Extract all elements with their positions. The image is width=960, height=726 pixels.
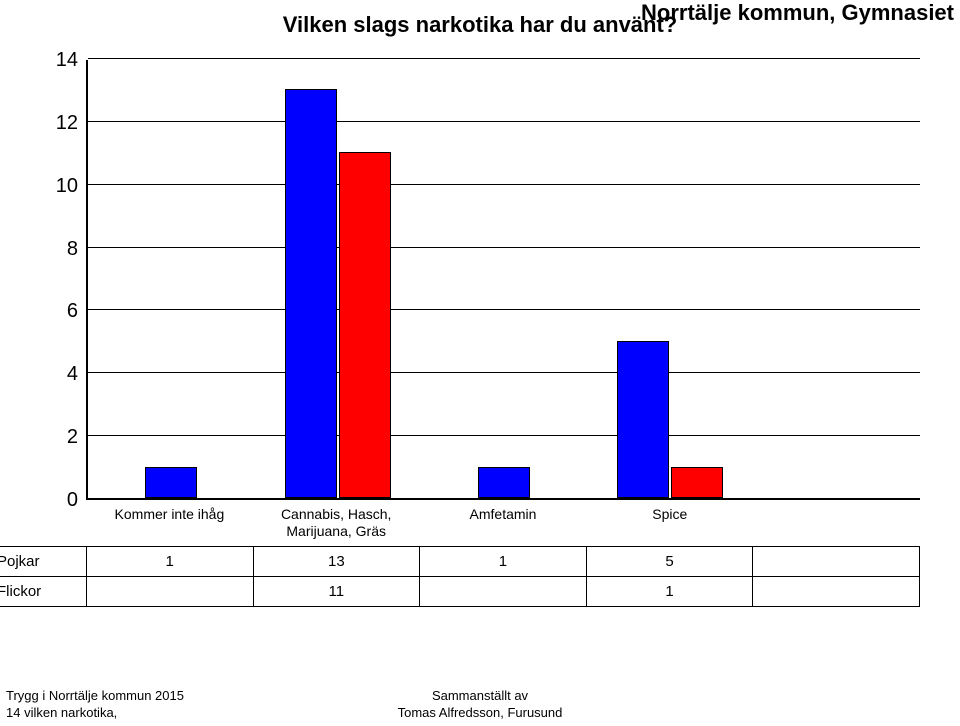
- plot-row: 14121086420: [40, 60, 920, 500]
- data-table: Pojkar11315Flickor111: [0, 546, 920, 607]
- bar-group: [587, 60, 753, 498]
- y-axis: 14121086420: [40, 60, 86, 500]
- bar-group: [754, 60, 920, 498]
- x-label: Spice: [586, 500, 753, 546]
- x-label: Kommer inte ihåg: [86, 500, 253, 546]
- legend-cell: Pojkar: [0, 546, 86, 576]
- bar: [617, 341, 669, 498]
- footer-center-line1: Sammanställt av: [0, 688, 960, 705]
- table-cell: 1: [586, 576, 753, 606]
- legend-cell: Flickor: [0, 576, 86, 606]
- chart: 14121086420 Kommer inte ihågCannabis, Ha…: [40, 60, 920, 607]
- table-cell: 13: [253, 546, 420, 576]
- bar: [671, 467, 723, 498]
- bar-group: [254, 60, 420, 498]
- table-cell: 1: [86, 546, 253, 576]
- table-row: Pojkar11315: [0, 546, 920, 576]
- table-cell: 1: [420, 546, 587, 576]
- table-cell: 5: [586, 546, 753, 576]
- x-label: Cannabis, Hasch,Marijuana, Gräs: [253, 500, 420, 546]
- footer-center-line2: Tomas Alfredsson, Furusund: [0, 705, 960, 722]
- page: Norrtälje kommun, Gymnasiet Vilken slags…: [0, 0, 960, 726]
- bar-group: [421, 60, 587, 498]
- grid-line: [88, 58, 920, 59]
- bar-groups: [88, 60, 920, 498]
- table-cell: [753, 546, 920, 576]
- bar-group: [88, 60, 254, 498]
- x-cells: Kommer inte ihågCannabis, Hasch,Marijuan…: [86, 500, 920, 546]
- footer-center: Sammanställt av Tomas Alfredsson, Furusu…: [0, 688, 960, 722]
- table-cell: [420, 576, 587, 606]
- legend-label: Flickor: [0, 583, 41, 600]
- x-axis-labels: Kommer inte ihågCannabis, Hasch,Marijuan…: [40, 500, 920, 546]
- legend-label: Pojkar: [0, 553, 40, 570]
- x-spacer: [40, 500, 86, 546]
- table-row: Flickor111: [0, 576, 920, 606]
- table-cell: [753, 576, 920, 606]
- x-label: [753, 500, 920, 546]
- table-cell: [86, 576, 253, 606]
- bar: [145, 467, 197, 498]
- bar: [285, 89, 337, 498]
- x-label: Amfetamin: [420, 500, 587, 546]
- bar: [478, 467, 530, 498]
- chart-title: Vilken slags narkotika har du använt?: [0, 12, 960, 38]
- table-cell: 11: [253, 576, 420, 606]
- bar: [339, 152, 391, 498]
- plot-area: [86, 60, 920, 500]
